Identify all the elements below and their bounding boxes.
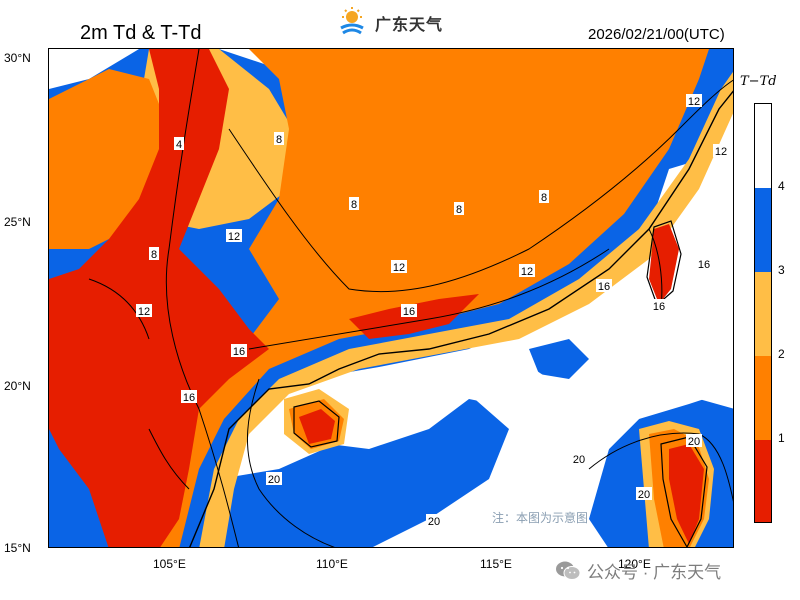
contour-label: 12 <box>391 260 407 274</box>
chart-title: 2m Td & T-Td <box>80 22 202 44</box>
sun-cloud-logo-icon <box>340 7 364 35</box>
wechat-icon <box>556 561 581 580</box>
contour-label-text: 8 <box>351 199 357 211</box>
lon-label-105: 105°E <box>153 557 186 571</box>
coastline <box>189 90 733 547</box>
contour-label: 12 <box>136 304 152 318</box>
contour-label: 20 <box>266 472 282 486</box>
contour-label-text: 12 <box>138 306 150 318</box>
colorbar-tick-4: 4 <box>778 179 785 193</box>
colorbar-tick-2: 2 <box>778 347 785 361</box>
contour-label-text: 20 <box>573 454 585 466</box>
contour-label: 16 <box>181 390 197 404</box>
contour-label-text: 16 <box>653 301 665 313</box>
valid-time: 2026/02/21/00(UTC) <box>588 26 725 43</box>
contour-label: 20 <box>686 434 702 448</box>
contour-label: 16 <box>696 257 712 271</box>
contour-label-text: 16 <box>233 346 245 358</box>
lon-label-120: 120°E <box>618 557 651 571</box>
contour-label-text: 16 <box>403 306 415 318</box>
contour-label: 8 <box>539 190 549 204</box>
contour-label-text: 12 <box>228 231 240 243</box>
contour-label: 8 <box>349 197 359 211</box>
contour-label-text: 8 <box>151 249 157 261</box>
contour-label: 16 <box>231 344 247 358</box>
contour-label-text: 20 <box>428 516 440 528</box>
contour-label-text: 4 <box>176 139 182 151</box>
contour-label-text: 8 <box>276 134 282 146</box>
brand-logo: 广东天气 <box>335 6 443 40</box>
lat-label-15: 15°N <box>4 541 31 555</box>
lon-label-110: 110°E <box>316 557 348 571</box>
hainan-outline <box>293 400 340 448</box>
legend-title: T−Td <box>740 74 777 89</box>
contour-label-text: 12 <box>715 146 727 158</box>
contour-label: 12 <box>713 144 729 158</box>
colorbar-segment-lt1 <box>755 440 771 522</box>
contour-label: 20 <box>571 452 587 466</box>
colorbar-tick-1: 1 <box>778 431 785 445</box>
contour-label: 16 <box>596 279 612 293</box>
contour-label: 20 <box>426 514 442 528</box>
contour-label-text: 16 <box>598 281 610 293</box>
map-panel: 4 8 8 8 8 8 12 12 12 12 12 12 16 16 16 16 16 16 20 20 20 20 20 <box>48 48 734 548</box>
contour-label: 16 <box>651 299 667 313</box>
contour-label-text: 20 <box>268 474 280 486</box>
contour-label: 16 <box>401 304 417 318</box>
contour-label-text: 12 <box>688 96 700 108</box>
brand-name: 广东天气 <box>375 17 444 34</box>
lat-label-25: 25°N <box>4 215 31 229</box>
colorbar-segment-2-3 <box>755 272 771 356</box>
contour-label: 8 <box>454 202 464 216</box>
contour-label-text: 12 <box>521 266 533 278</box>
contour-label-text: 20 <box>688 436 700 448</box>
lon-label-115: 115°E <box>480 557 512 571</box>
contour-label: 12 <box>686 94 702 108</box>
contour-labels: 4 8 8 8 8 8 12 12 12 12 12 12 16 16 16 16 16 16 20 20 20 20 20 <box>136 94 729 528</box>
contour-label: 8 <box>149 247 159 261</box>
watermark-text: 公众号 · 广东天气 <box>587 563 722 582</box>
watermark: 公众号 · 广东天气 <box>555 558 721 583</box>
lat-label-20: 20°N <box>4 379 31 393</box>
contour-label: 4 <box>174 137 184 151</box>
contour-label: 12 <box>226 229 242 243</box>
map-footnote: 注：本图为示意图 <box>492 511 589 525</box>
colorbar-tick-3: 3 <box>778 263 785 277</box>
taiwan-outline <box>646 220 682 307</box>
colorbar-segment-gt4 <box>755 104 771 188</box>
colorbar-segment-1-2 <box>755 356 771 440</box>
dewpoint-depression-map: 4 8 8 8 8 8 12 12 12 12 12 12 16 16 16 16 16 16 20 20 20 20 20 <box>49 49 733 547</box>
contour-label: 12 <box>519 264 535 278</box>
contour-label-text: 16 <box>183 392 195 404</box>
contour-label-text: 20 <box>638 489 650 501</box>
colorbar <box>754 103 772 523</box>
contour-label-text: 8 <box>541 192 547 204</box>
contour-label-text: 12 <box>393 262 405 274</box>
contour-label-text: 8 <box>456 204 462 216</box>
contour-label: 20 <box>636 487 652 501</box>
contour-label: 8 <box>274 132 284 146</box>
td-contours <box>88 49 733 547</box>
colorbar-segment-3-4 <box>755 188 771 272</box>
contour-label-text: 16 <box>698 259 710 271</box>
lat-label-30: 30°N <box>4 51 31 65</box>
